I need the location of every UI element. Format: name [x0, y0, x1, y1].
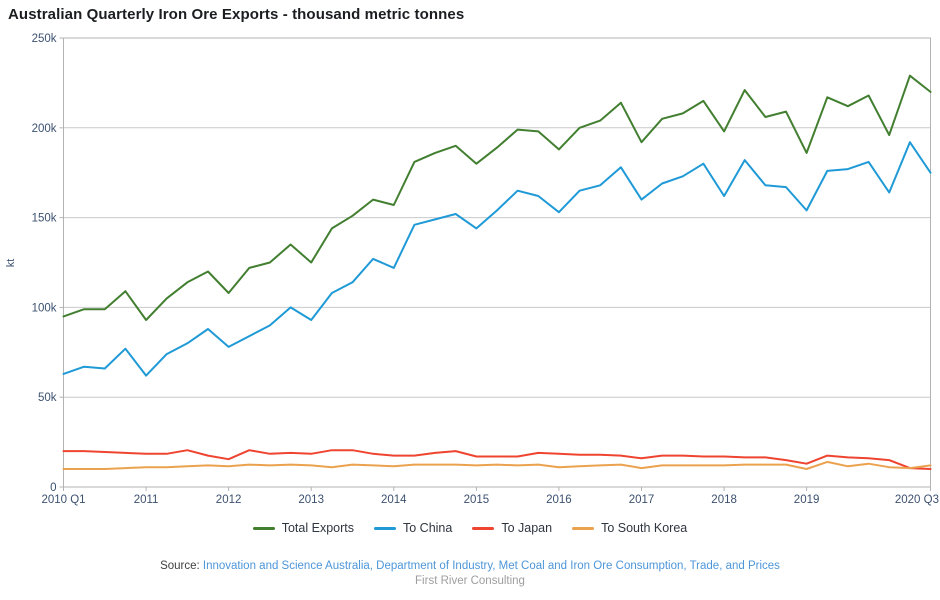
legend-item-to-south-korea[interactable]: To South Korea — [572, 521, 687, 535]
source-label: Source: — [160, 560, 200, 572]
legend-label-total-exports: Total Exports — [281, 521, 354, 535]
series-line-total-exports — [62, 74, 932, 321]
y-tick-label: 200k — [32, 123, 57, 135]
x-tick-label: 2016 — [546, 494, 572, 506]
y-tick-label: 250k — [32, 33, 57, 45]
credit-text: First River Consulting — [415, 575, 525, 587]
legend-item-total-exports[interactable]: Total Exports — [252, 521, 354, 535]
legend-item-to-china[interactable]: To China — [374, 521, 452, 535]
x-tick-label: 2019 — [794, 494, 820, 506]
y-tick-label: 150k — [32, 213, 57, 225]
source-line: Source: Innovation and Science Australia… — [0, 560, 940, 572]
x-tick-label: 2014 — [381, 494, 407, 506]
legend-swatch-total-exports — [252, 526, 275, 530]
x-tick-label: 2017 — [629, 494, 655, 506]
legend-label-to-japan: To Japan — [501, 521, 553, 535]
x-tick-label: 2012 — [216, 494, 242, 506]
x-tick-label: 2018 — [711, 494, 737, 506]
x-tick-label: 2015 — [464, 494, 490, 506]
source-link[interactable]: Innovation and Science Australia, Depart… — [202, 560, 780, 572]
y-tick-label: 0 — [50, 482, 56, 494]
series-line-to-south-korea — [62, 460, 932, 470]
legend-swatch-to-south-korea — [572, 526, 595, 530]
legend-label-to-south-korea: To South Korea — [601, 521, 688, 535]
y-axis-title: kt — [5, 259, 17, 268]
legend-item-to-japan[interactable]: To Japan — [472, 521, 552, 535]
plot-border — [63, 37, 931, 488]
legend-swatch-to-japan — [472, 526, 495, 530]
series-line-to-japan — [62, 449, 932, 470]
line-chart: kt 0 50k 100k 150k 200k 250k 2010 Q1 2011 2012 20… — [5, 33, 939, 506]
series-line-to-china — [62, 141, 932, 377]
legend-swatch-to-china — [374, 526, 396, 530]
y-tick-label: 50k — [38, 392, 57, 404]
x-tick-label: 2011 — [134, 494, 159, 506]
legend: Total Exports To China To Japan To South Ko… — [0, 521, 940, 535]
x-tick-label: 2013 — [298, 494, 324, 506]
chart-title: Australian Quarterly Iron Ore Exports - … — [8, 6, 465, 23]
x-tick-label: 2020 Q3 — [895, 494, 939, 506]
x-tick-label: 2010 Q1 — [41, 494, 85, 506]
y-tick-label: 100k — [32, 302, 57, 314]
legend-label-to-china: To China — [403, 521, 453, 535]
